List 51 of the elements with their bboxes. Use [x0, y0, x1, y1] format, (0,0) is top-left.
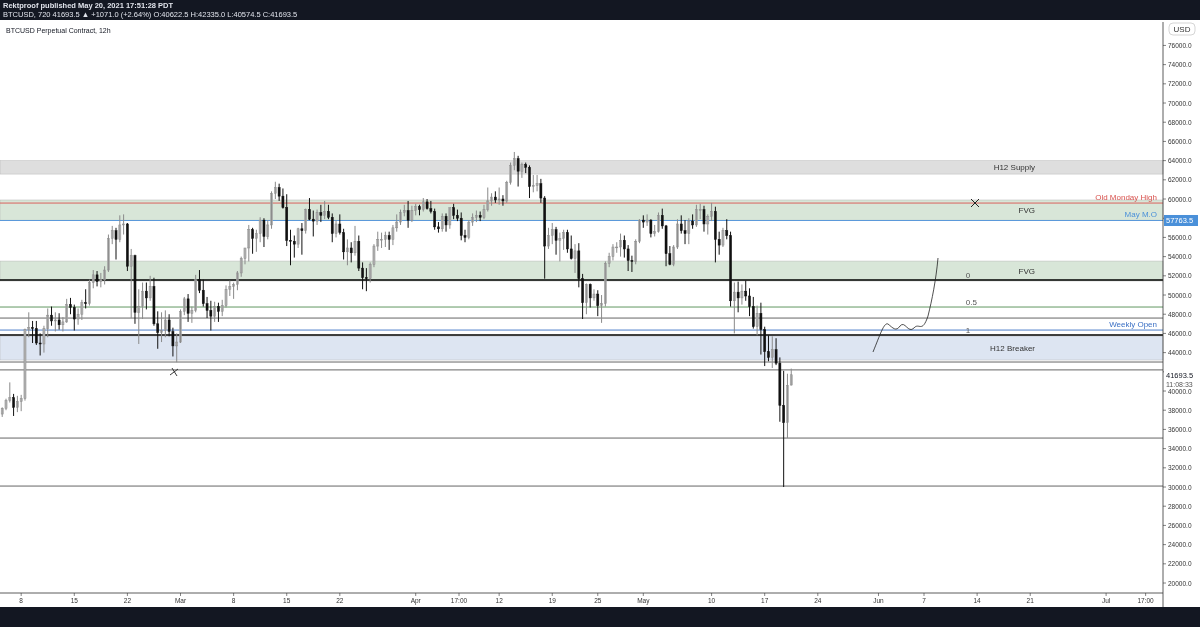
ref-line-label: Old Monday High — [1095, 193, 1157, 203]
candlestick — [31, 320, 34, 344]
candlestick — [84, 288, 87, 309]
candlestick — [129, 248, 133, 319]
candlestick — [384, 231, 387, 248]
candlestick — [293, 235, 296, 259]
candlestick — [380, 232, 383, 249]
candlestick — [497, 187, 501, 206]
candlestick — [346, 238, 349, 266]
candlestick — [217, 302, 220, 323]
candlestick — [319, 204, 323, 223]
candlestick — [592, 288, 596, 302]
candlestick — [501, 194, 505, 207]
candlestick — [387, 231, 391, 251]
candlestick — [683, 219, 687, 245]
candlestick — [448, 207, 452, 230]
candlestick — [558, 232, 562, 262]
annotation: 0 — [965, 271, 971, 281]
band-label: H12 Breaker — [990, 344, 1036, 354]
candlestick — [691, 213, 694, 230]
candlestick — [710, 202, 713, 222]
candlestick — [642, 214, 645, 229]
candlestick — [323, 200, 326, 220]
candlestick — [349, 241, 353, 263]
candlestick — [300, 222, 304, 256]
candlestick — [478, 211, 482, 222]
candlestick — [490, 192, 493, 207]
candlestick — [494, 190, 497, 204]
band-label: FVG — [1018, 267, 1035, 277]
annotation: 0.5 — [965, 298, 978, 308]
band-label: FVG — [1018, 206, 1035, 216]
candlestick — [122, 213, 125, 236]
candlestick — [148, 275, 152, 302]
annotation: 1 — [965, 326, 971, 336]
candlestick — [54, 311, 57, 332]
candlestick — [475, 210, 478, 223]
ref-line-label: Weekly Open — [1109, 320, 1157, 330]
candlestick — [160, 311, 163, 343]
candlestick — [365, 267, 368, 292]
candlestick — [687, 217, 691, 245]
band-label: H12 Supply — [993, 163, 1035, 173]
candlestick — [645, 213, 649, 227]
candlestick — [532, 174, 535, 193]
candlestick — [418, 204, 421, 216]
ref-line-label: May M.O — [1124, 210, 1157, 220]
y-axis-title: USD — [1173, 25, 1191, 34]
candlestick — [118, 214, 122, 243]
candlestick — [535, 174, 539, 192]
candlestick — [736, 281, 740, 313]
candlestick — [311, 210, 315, 237]
candlestick — [57, 312, 61, 331]
